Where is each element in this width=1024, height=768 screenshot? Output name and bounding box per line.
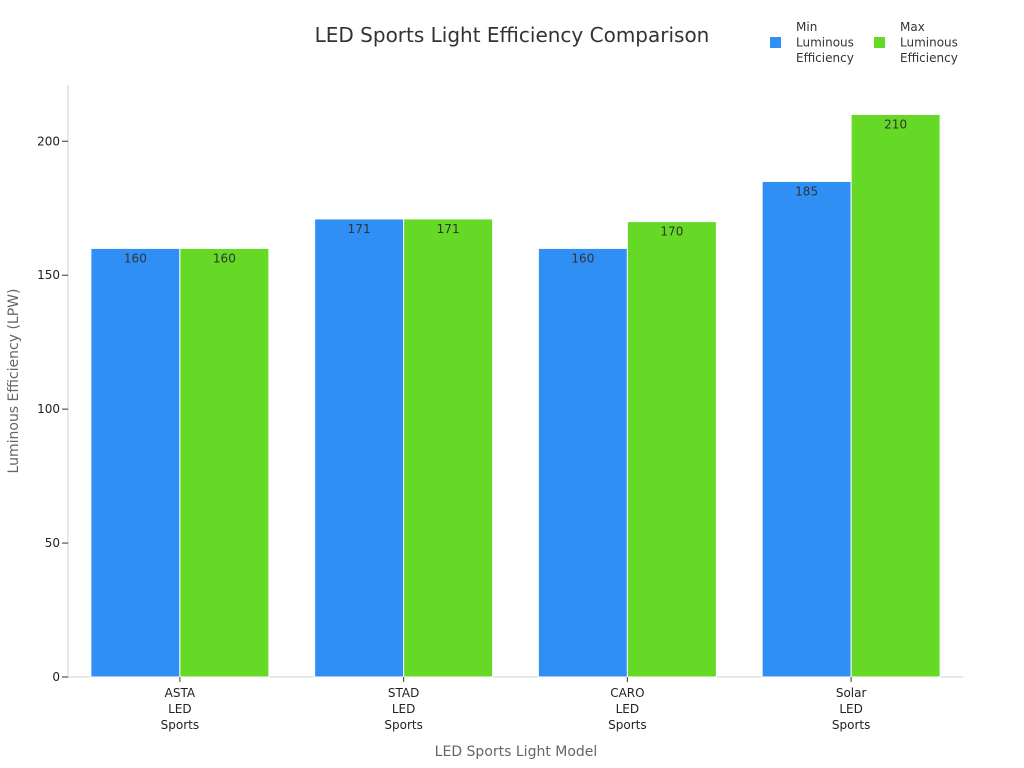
y-tick-label: 150 [37,268,60,282]
bar-min [90,247,181,678]
bar-max [626,221,717,678]
x-tick-label: Solar LED Sports [832,686,870,732]
bar-value-label: 185 [795,184,818,198]
y-tick-label: 200 [37,134,60,148]
chart-title: LED Sports Light Efficiency Comparison [315,23,710,47]
bar-value-label: 160 [571,251,594,265]
bar-min [314,218,405,678]
y-tick-label: 100 [37,402,60,416]
y-axis-title: Luminous Efficiency (LPW) [6,289,22,474]
bar-min [537,247,628,678]
legend-swatch-max [874,37,885,48]
bar-labels: 160 160 171 171 160 170 185 210 [124,117,907,265]
legend: Min Luminous Efficiency Max Luminous Efficien… [770,20,958,65]
bar-max [850,113,941,678]
bar-value-label: 160 [124,251,147,265]
bar-value-label: 210 [884,117,907,131]
y-tick-label: 50 [45,536,60,550]
x-tick-label: CARO LED Sports [608,686,646,732]
y-tick-label: 0 [52,670,60,684]
x-tick-label: ASTA LED Sports [161,686,199,732]
bar-max [403,218,494,678]
bar-value-label: 160 [213,251,236,265]
x-ticks: ASTA LED Sports STAD LED Sports CARO LED Sports S… [161,677,870,732]
bar-min [761,180,852,678]
bar-value-label: 171 [348,222,371,236]
bar-value-label: 170 [660,225,683,239]
bar-max [179,247,270,678]
bars [90,113,941,678]
y-ticks: 0 50 100 150 200 [37,134,68,684]
legend-label-min: Min Luminous Efficiency [796,20,854,65]
legend-swatch-min [770,37,781,48]
bar-value-label: 171 [437,222,460,236]
x-tick-label: STAD LED Sports [384,686,422,732]
legend-label-max: Max Luminous Efficiency [900,20,958,65]
x-axis-title: LED Sports Light Model [435,744,598,760]
